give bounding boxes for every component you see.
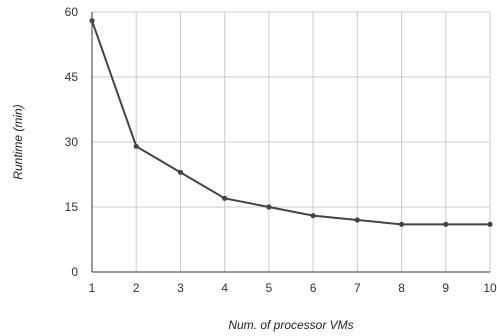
x-tick-label: 7 bbox=[354, 281, 361, 295]
x-tick-label: 6 bbox=[310, 281, 317, 295]
data-point bbox=[398, 221, 405, 227]
data-point bbox=[133, 143, 139, 149]
y-axis-title: Runtime (min) bbox=[11, 104, 25, 179]
x-tick-label: 1 bbox=[89, 281, 96, 295]
y-tick-label: 15 bbox=[65, 200, 79, 214]
x-tick-label: 5 bbox=[266, 281, 273, 295]
data-point bbox=[310, 213, 316, 219]
x-tick-label: 4 bbox=[221, 281, 228, 295]
data-point bbox=[443, 221, 449, 227]
x-tick-label: 10 bbox=[483, 281, 497, 295]
x-tick-label: 9 bbox=[442, 281, 449, 295]
x-tick-label: 3 bbox=[177, 281, 184, 295]
grid bbox=[92, 11, 491, 272]
y-tick-label: 0 bbox=[71, 265, 78, 279]
y-tick-label: 30 bbox=[65, 135, 79, 149]
data-point bbox=[222, 195, 228, 201]
y-tick-label: 45 bbox=[65, 70, 79, 84]
series-line bbox=[91, 20, 490, 226]
data-point bbox=[89, 18, 95, 24]
axes bbox=[91, 12, 490, 273]
data-point bbox=[487, 221, 493, 227]
x-axis-title: Num. of processor VMs bbox=[228, 318, 353, 332]
series bbox=[89, 18, 493, 227]
data-point bbox=[177, 169, 184, 175]
y-tick-label: 60 bbox=[65, 5, 79, 19]
x-tick-label: 8 bbox=[398, 281, 405, 295]
data-point bbox=[354, 217, 360, 223]
x-tick-label: 2 bbox=[133, 281, 140, 295]
data-point bbox=[266, 204, 272, 210]
